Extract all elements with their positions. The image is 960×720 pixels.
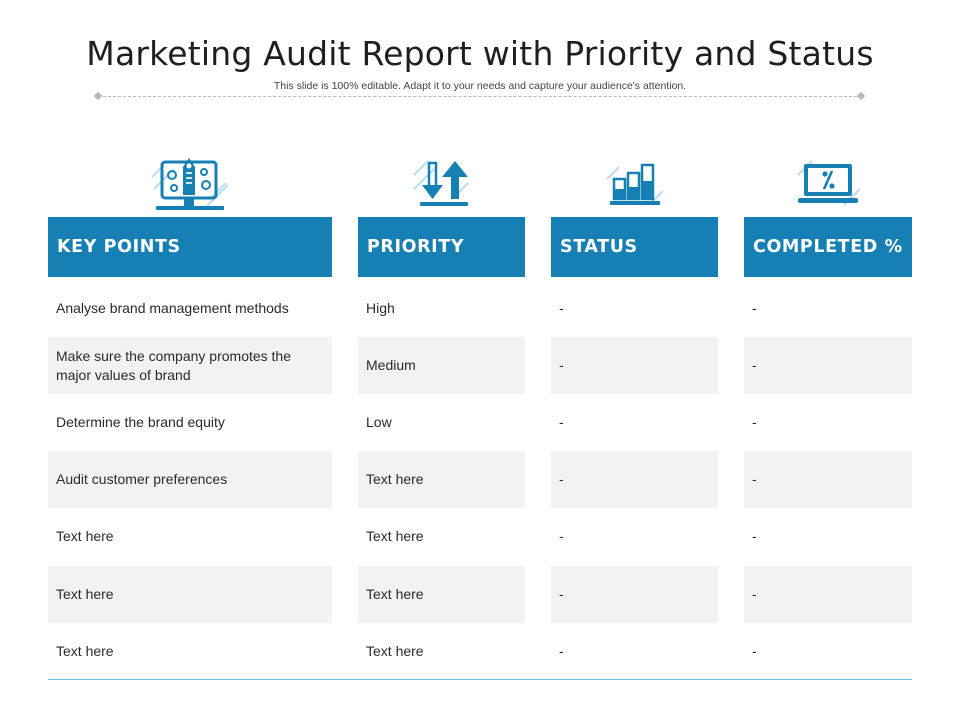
table-cell-key-point: Text here [48,566,332,623]
table-cell-priority: Text here [366,528,424,544]
table-cell-status: - [551,566,718,623]
up-down-arrows-icon [413,160,469,206]
table-cell-key-point: Determine the brand equity [56,414,225,430]
table-cell-priority: Text here [366,643,424,659]
divider-left-diamond [93,91,103,101]
header-status: STATUS [551,217,718,277]
table-cell-priority: Text here [358,451,525,508]
title-divider [98,96,862,97]
table-cell-status: - [551,451,718,508]
table-cell-completed: - [744,337,912,394]
header-key-points: KEY POINTS [48,217,332,277]
table-cell-status: - [559,414,564,430]
header-completed: COMPLETED % [744,217,912,277]
monitor-settings-icon [151,158,229,210]
page-title: Marketing Audit Report with Priority and… [86,34,874,73]
table-cell-completed: - [752,643,757,659]
table-cell-completed: - [752,414,757,430]
divider-right-diamond [856,91,866,101]
bar-chart-icon [606,163,664,206]
table-cell-key-point: Make sure the company promotes the major… [48,337,332,394]
table-bottom-rule [48,679,912,680]
page-subtitle: This slide is 100% editable. Adapt it to… [273,80,687,92]
table-cell-completed: - [744,451,912,508]
table-cell-key-point: Text here [56,528,114,544]
table-cell-key-point: Audit customer preferences [48,451,332,508]
laptop-percent-icon [797,160,861,206]
table-cell-completed: - [744,566,912,623]
table-cell-priority: High [366,300,395,316]
table-cell-status: - [559,300,564,316]
table-cell-priority: Low [366,414,392,430]
table-cell-status: - [559,528,564,544]
table-cell-key-point: Text here [56,643,114,659]
table-cell-completed: - [752,528,757,544]
table-cell-status: - [559,643,564,659]
table-cell-key-point: Analyse brand management methods [56,300,289,316]
table-cell-priority: Text here [358,566,525,623]
table-cell-completed: - [752,300,757,316]
header-priority: PRIORITY [358,217,525,277]
table-cell-priority: Medium [358,337,525,394]
table-cell-status: - [551,337,718,394]
